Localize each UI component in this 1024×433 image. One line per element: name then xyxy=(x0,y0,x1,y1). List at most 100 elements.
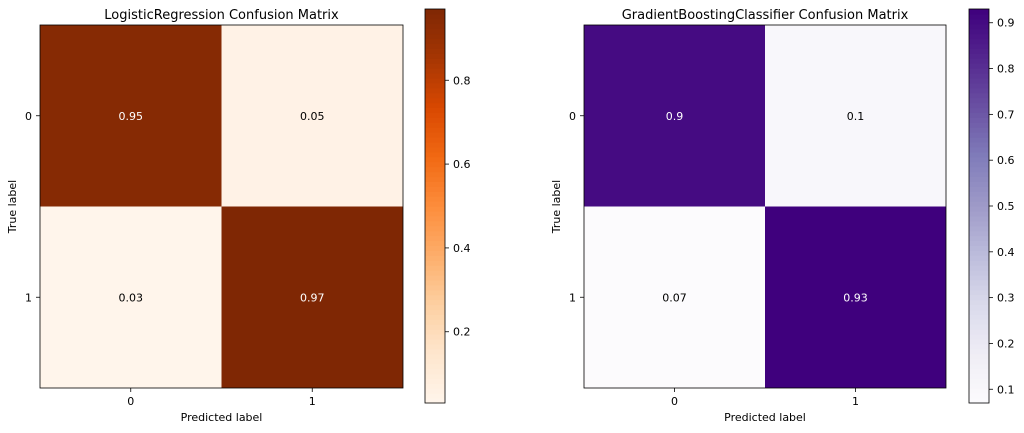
colorbar-segment xyxy=(425,97,445,104)
colorbar-tick-label: 0.6 xyxy=(453,158,471,171)
colorbar-segment xyxy=(425,215,445,222)
colorbar-tick-label: 0.4 xyxy=(453,242,471,255)
colorbar-segment xyxy=(425,279,445,286)
colorbar-segment xyxy=(425,353,445,360)
colorbar-segment xyxy=(969,294,989,301)
x-axis-label: Predicted label xyxy=(181,411,263,424)
colorbar-segment xyxy=(425,270,445,276)
colorbar-segment xyxy=(425,58,445,64)
colorbar-segment xyxy=(969,156,989,163)
colorbar-tick-label: 0.8 xyxy=(997,63,1015,76)
colorbar-segment xyxy=(969,176,989,182)
colorbar-segment xyxy=(425,171,445,178)
colorbar-segment xyxy=(425,33,445,40)
colorbar-segment xyxy=(425,92,445,99)
colorbar-segment xyxy=(969,343,989,350)
colorbar-segment xyxy=(969,314,989,320)
colorbar-segment xyxy=(425,9,445,15)
colorbar-segment xyxy=(425,225,445,232)
colorbar-tick-label: 0.5 xyxy=(997,200,1015,213)
colorbar-segment xyxy=(425,77,445,84)
colorbar-segment xyxy=(969,117,989,123)
colorbar-segment xyxy=(425,265,445,271)
y-tick-label: 0 xyxy=(569,110,576,123)
x-axis-label: Predicted label xyxy=(724,411,806,424)
colorbar-segment xyxy=(425,73,445,79)
colorbar-segment xyxy=(425,260,445,266)
colorbar-segment xyxy=(969,398,989,404)
colorbar-segment xyxy=(425,373,445,379)
heatmap-cell xyxy=(765,206,946,388)
colorbar-segment xyxy=(425,358,445,365)
colorbar-segment xyxy=(425,38,445,45)
heatmap-cell xyxy=(221,206,403,388)
cell-label: 0.93 xyxy=(843,291,868,304)
colorbar-segment xyxy=(425,274,445,281)
colorbar-tick-label: 0.7 xyxy=(997,108,1015,121)
colorbar-segment xyxy=(969,304,989,311)
colorbar-segment xyxy=(969,378,989,384)
heatmap-cell xyxy=(584,206,765,388)
colorbar-segment xyxy=(425,343,445,350)
colorbar-segment xyxy=(969,137,989,143)
colorbar-segment xyxy=(425,127,445,133)
colorbar-segment xyxy=(969,38,989,45)
colorbar-segment xyxy=(969,82,989,89)
colorbar-segment xyxy=(969,161,989,168)
confusion-matrix-0: 0.95 0.05 0.03 0.97 LogisticRegression Confu… xyxy=(6,8,471,424)
colorbar-segment xyxy=(969,77,989,84)
colorbar-segment xyxy=(425,398,445,404)
colorbar-segment xyxy=(425,383,445,389)
cell-label: 0.1 xyxy=(847,110,865,123)
colorbar-segment xyxy=(969,284,989,291)
colorbar-tick-label: 0.2 xyxy=(453,326,471,339)
colorbar-segment xyxy=(969,324,989,330)
colorbar-segment xyxy=(969,245,989,251)
colorbar-segment xyxy=(425,304,445,311)
cell-label: 0.95 xyxy=(119,110,144,123)
x-tick-label: 0 xyxy=(671,395,678,408)
colorbar-segment xyxy=(969,250,989,256)
chart-title: GradientBoostingClassifier Confusion Mat… xyxy=(622,8,909,23)
colorbar-segment xyxy=(425,48,445,54)
colorbar-segment xyxy=(969,122,989,128)
colorbar-segment xyxy=(425,186,445,192)
colorbar-tick-label: 0.3 xyxy=(997,292,1015,305)
colorbar-segment xyxy=(969,210,989,217)
colorbar-segment xyxy=(425,378,445,384)
heatmap-cell xyxy=(765,25,946,207)
colorbar-segment xyxy=(969,299,989,306)
colorbar-segment xyxy=(969,107,989,114)
cell-label: 0.05 xyxy=(300,110,325,123)
colorbar-segment xyxy=(969,265,989,271)
colorbar-tick-label: 0.1 xyxy=(997,383,1015,396)
colorbar-segment xyxy=(969,201,989,207)
colorbar-segment xyxy=(969,58,989,64)
colorbar-segment xyxy=(425,309,445,315)
x-tick-label: 1 xyxy=(309,395,316,408)
colorbar-segment xyxy=(425,191,445,197)
colorbar-segment xyxy=(969,112,989,118)
colorbar-segment xyxy=(425,299,445,306)
colorbar-segment xyxy=(425,102,445,109)
colorbar-frame xyxy=(424,8,446,404)
colorbar-segment xyxy=(425,250,445,256)
colorbar-segment xyxy=(425,122,445,128)
colorbar-segment xyxy=(425,255,445,261)
y-tick-label: 0 xyxy=(25,110,32,123)
colorbar-segment xyxy=(425,235,445,242)
plot-frame xyxy=(39,24,404,389)
colorbar-segment xyxy=(969,309,989,315)
colorbar-segment xyxy=(425,137,445,143)
colorbar-segment xyxy=(969,141,989,148)
colorbar-segment xyxy=(425,141,445,148)
colorbar-segment xyxy=(425,348,445,355)
colorbar-segment xyxy=(425,28,445,35)
colorbar-segment xyxy=(425,368,445,375)
colorbar-segment xyxy=(969,388,989,394)
colorbar-segment xyxy=(425,156,445,163)
colorbar-segment xyxy=(425,294,445,301)
colorbar-segment xyxy=(969,393,989,399)
colorbar-segment xyxy=(969,97,989,104)
colorbar-segment xyxy=(425,210,445,217)
